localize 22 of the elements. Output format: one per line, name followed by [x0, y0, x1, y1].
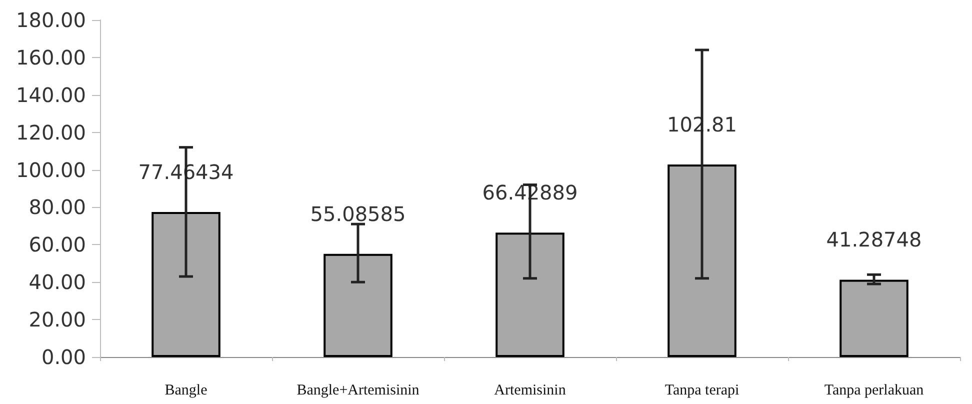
x-tick-label: Artemisinin — [494, 382, 566, 398]
bar — [496, 232, 564, 357]
x-tick-label: Tanpa perlakuan — [824, 382, 924, 398]
y-tick-label: 120.00 — [16, 120, 86, 144]
y-tick-label: 80.00 — [28, 195, 86, 220]
y-tick-label: 160.00 — [16, 45, 86, 70]
bar — [668, 164, 736, 357]
y-tick-label: 100.00 — [16, 158, 86, 182]
y-tick-label: 180.00 — [16, 8, 86, 32]
y-tick-label: 140.00 — [16, 82, 86, 107]
bar — [152, 212, 220, 357]
bar — [840, 280, 908, 357]
x-tick-label: Bangle — [164, 382, 208, 398]
data-label: 55.08585 — [310, 202, 406, 226]
y-tick-label: 20.00 — [28, 308, 86, 332]
x-tick-label: Tanpa terapi — [664, 382, 740, 398]
x-tick-label: Bangle+Artemisinin — [296, 382, 420, 398]
data-label: 41.28748 — [826, 228, 922, 252]
y-tick-label: 40.00 — [28, 270, 86, 294]
y-tick-label: 0.00 — [41, 345, 86, 369]
bar — [324, 254, 392, 357]
y-tick-label: 60.00 — [28, 232, 86, 257]
